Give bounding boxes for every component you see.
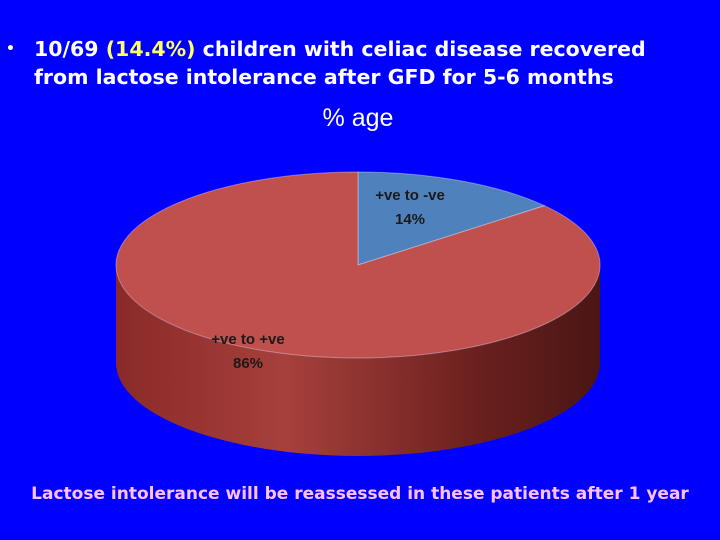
bullet-dot-icon: •: [6, 41, 15, 57]
bullet-count: 10/69: [34, 37, 106, 61]
pie-side: [116, 265, 600, 456]
pie-side-wall: [116, 265, 600, 456]
slice-value-label: 86%: [233, 355, 263, 372]
pie-top: [115, 171, 601, 359]
slice-label: +ve to -ve: [375, 187, 445, 204]
bullet-line1-rest: children with celiac disease recovered: [195, 37, 646, 61]
pie-slice-pos-to-neg: [357, 171, 546, 266]
chart-title: % age: [323, 104, 394, 132]
slice-value-label: 14%: [395, 211, 425, 228]
slice-label: +ve to +ve: [211, 331, 284, 348]
pie-slice-pos-to-pos: [115, 171, 601, 359]
bullet-highlight-percent: (14.4%): [105, 37, 196, 61]
bullet-line2: from lactose intolerance after GFD for 5…: [34, 65, 614, 89]
bullet-point: • 10/69 (14.4%) children with celiac dis…: [6, 35, 706, 91]
footer-note: Lactose intolerance will be reassessed i…: [31, 484, 689, 504]
bullet-text: 10/69 (14.4%) children with celiac disea…: [34, 35, 706, 91]
pie-labels: +ve to -ve 14% +ve to +ve 86%: [211, 187, 445, 372]
